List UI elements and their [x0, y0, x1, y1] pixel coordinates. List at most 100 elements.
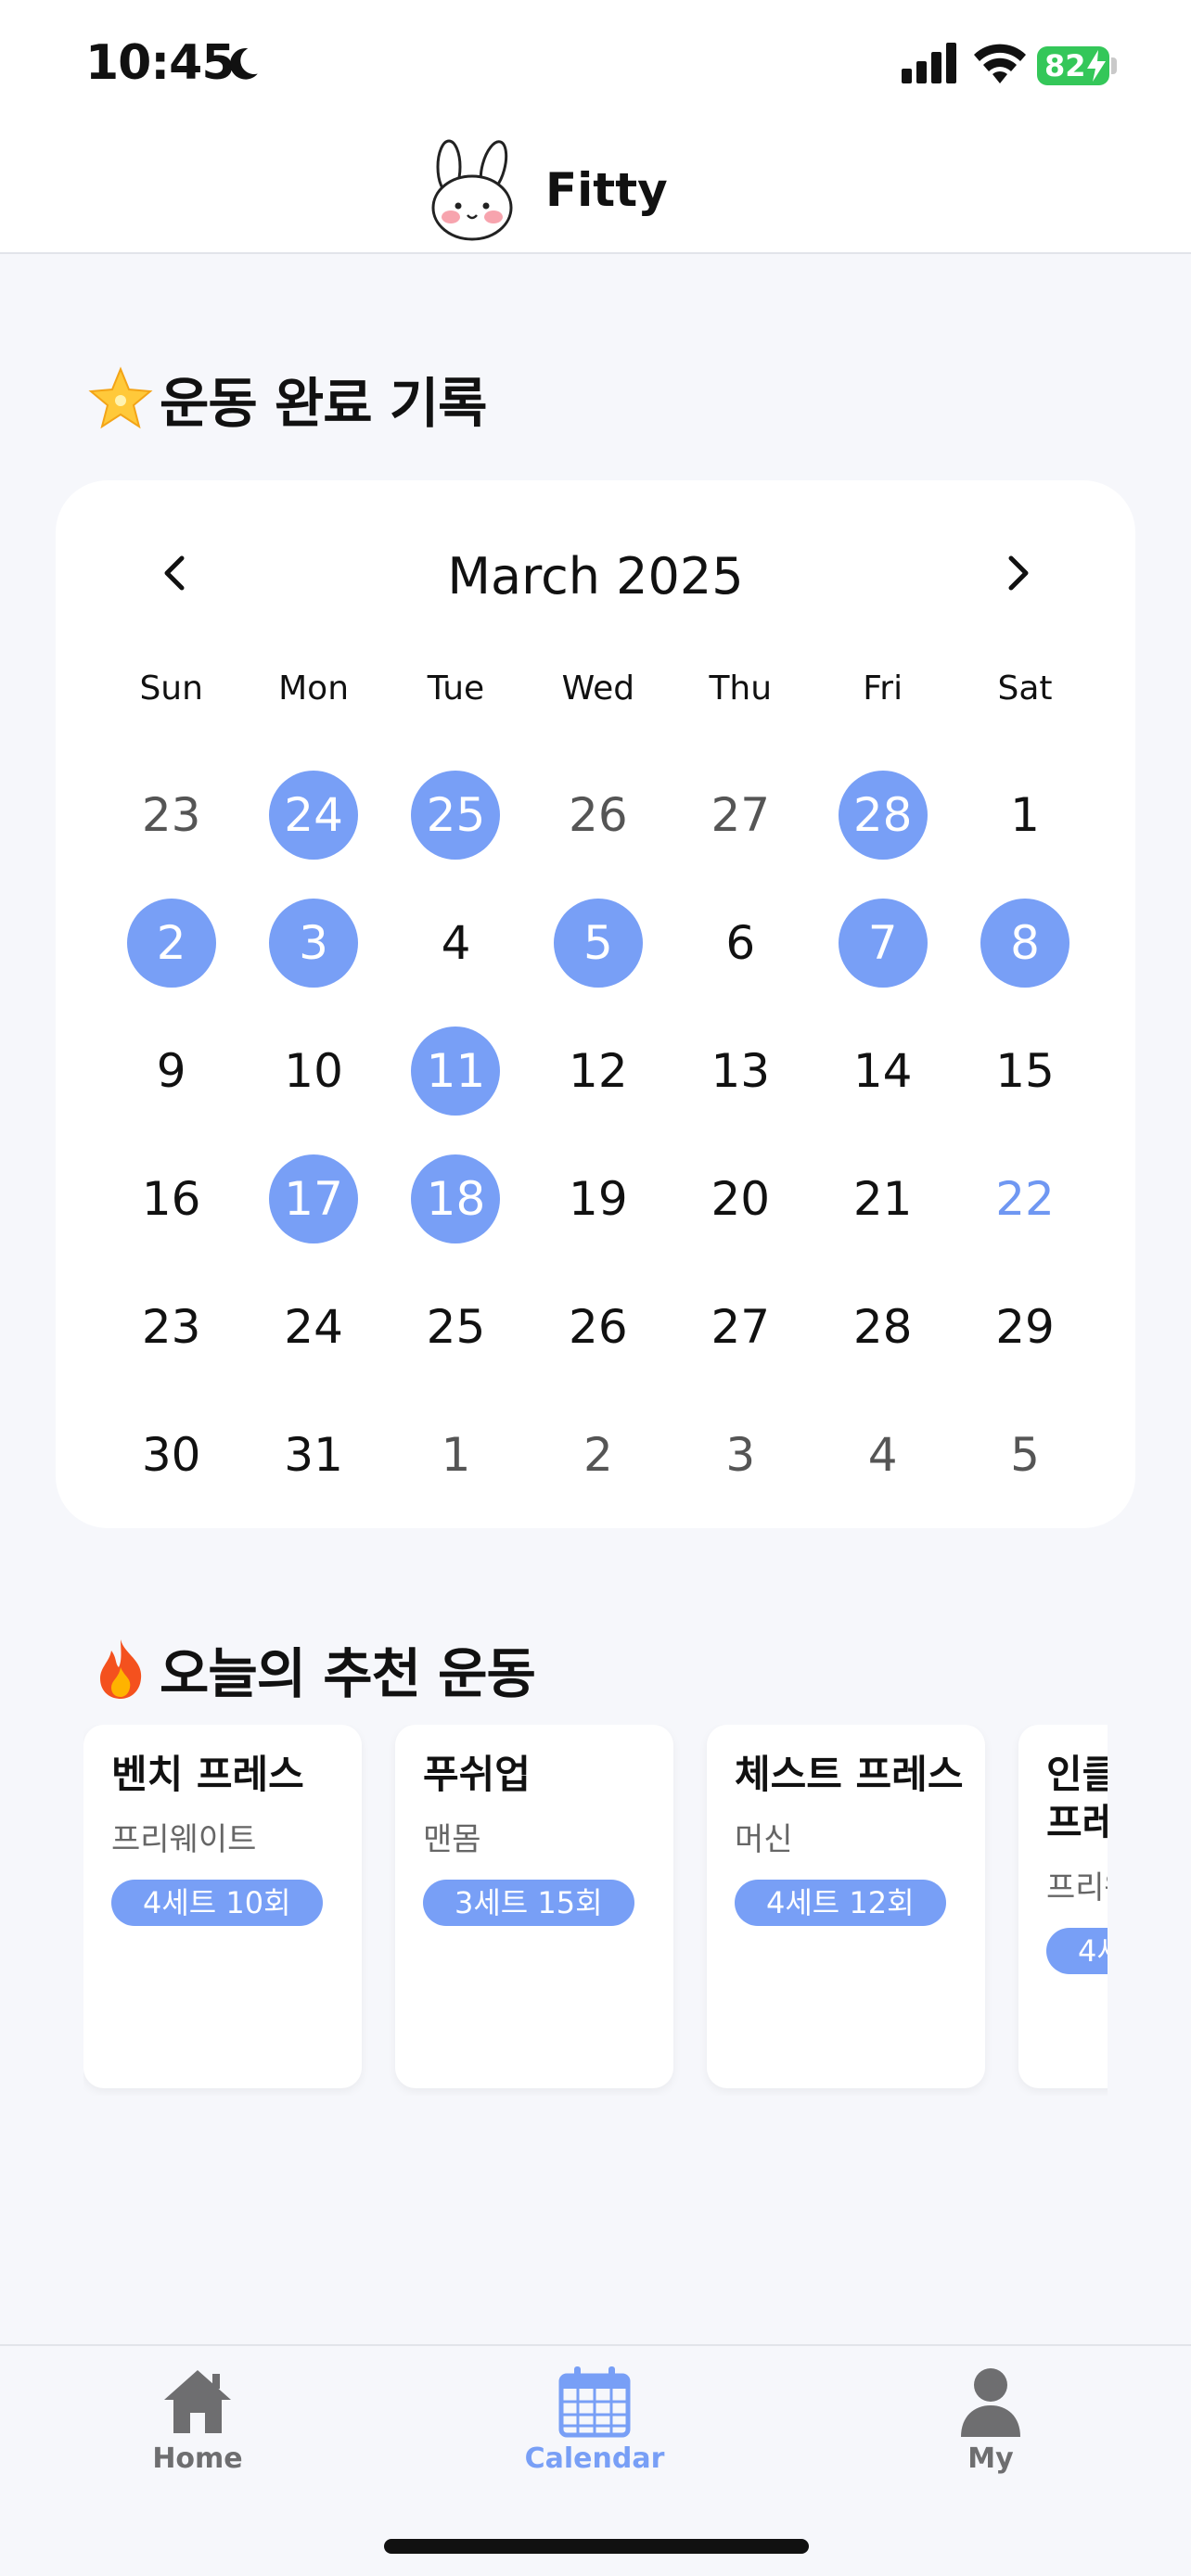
- exercise-name: 푸쉬업: [423, 1752, 531, 1797]
- charging-bolt-icon: [1087, 50, 1106, 82]
- app-title: Fitty: [545, 163, 668, 217]
- calendar-day-completed[interactable]: 7: [812, 879, 954, 1007]
- exercise-name: 인클라인 벤치 프레스: [1046, 1752, 1108, 1845]
- calendar-day-number: 20: [711, 1172, 771, 1226]
- calendar-day-number: 14: [852, 1044, 913, 1098]
- calendar-day-today[interactable]: 22: [954, 1135, 1095, 1263]
- calendar-day[interactable]: 13: [670, 1007, 812, 1135]
- tab-my[interactable]: My: [898, 2365, 1083, 2475]
- calendar-day-number: 7: [838, 899, 928, 988]
- calendar-day[interactable]: 1: [385, 1391, 527, 1519]
- calendar-day[interactable]: 12: [527, 1007, 669, 1135]
- calendar-day[interactable]: 26: [527, 751, 669, 879]
- calendar-day[interactable]: 23: [100, 751, 242, 879]
- calendar-day-completed[interactable]: 17: [242, 1135, 384, 1263]
- moon-icon: [230, 48, 258, 80]
- calendar-day[interactable]: 5: [954, 1391, 1095, 1519]
- exercise-card[interactable]: 체스트 프레스 머신 4세트 12회: [707, 1725, 985, 2088]
- calendar-day[interactable]: 2: [527, 1391, 669, 1519]
- calendar-day-completed[interactable]: 5: [527, 879, 669, 1007]
- tab-calendar[interactable]: Calendar: [502, 2365, 687, 2475]
- weekday-header: Sun Mon Tue Wed Thu Fri Sat: [100, 670, 1096, 708]
- calendar-day-completed[interactable]: 8: [954, 879, 1095, 1007]
- weekday-label: Sun: [139, 670, 203, 708]
- exercise-card[interactable]: 푸쉬업 맨몸 3세트 15회: [395, 1725, 673, 2088]
- calendar-day[interactable]: 31: [242, 1391, 384, 1519]
- calendar-day-number: 18: [411, 1154, 501, 1243]
- calendar-day-number: 5: [1010, 1428, 1040, 1482]
- calendar-day-completed[interactable]: 18: [385, 1135, 527, 1263]
- recommend-section-title: 오늘의 추천 운동: [87, 1630, 536, 1708]
- calendar-day-completed[interactable]: 3: [242, 879, 384, 1007]
- calendar-day-number: 28: [852, 1300, 913, 1354]
- calendar-day-number: 27: [711, 788, 771, 842]
- bunny-logo-icon: [431, 139, 513, 241]
- calendar-day[interactable]: 6: [670, 879, 812, 1007]
- calendar-day[interactable]: 14: [812, 1007, 954, 1135]
- calendar-day[interactable]: 28: [812, 1263, 954, 1391]
- calendar-day[interactable]: 9: [100, 1007, 242, 1135]
- calendar-day-number: 24: [269, 771, 359, 860]
- calendar-day-number: 25: [426, 1300, 486, 1354]
- calendar-day-number: 21: [852, 1172, 913, 1226]
- calendar-day-number: 13: [711, 1044, 771, 1098]
- calendar-day-completed[interactable]: 2: [100, 879, 242, 1007]
- exercise-name: 벤치 프레스: [111, 1752, 304, 1797]
- calendar-grid: 23 24 25 26 27 28 1 2 3 4 5 6 7 8 9 10 11 12 13 14 15 16 17 18 1…: [100, 751, 1096, 1519]
- calendar-day[interactable]: 27: [670, 751, 812, 879]
- calendar-day-number: 25: [411, 771, 501, 860]
- calendar-day-number: 3: [725, 1428, 756, 1482]
- calendar-day-completed[interactable]: 28: [812, 751, 954, 879]
- calendar-day-number: 11: [411, 1027, 501, 1116]
- status-bar: 10:45 82: [0, 0, 1191, 121]
- calendar-day[interactable]: 27: [670, 1263, 812, 1391]
- bottom-tab-bar: Home Calendar My: [0, 2344, 1191, 2576]
- battery-tip: [1111, 57, 1117, 74]
- calendar-day-completed[interactable]: 24: [242, 751, 384, 879]
- calendar-day-number: 8: [980, 899, 1070, 988]
- calendar-day[interactable]: 4: [385, 879, 527, 1007]
- calendar-day[interactable]: 15: [954, 1007, 1095, 1135]
- calendar-day-number: 16: [141, 1172, 201, 1226]
- tab-home[interactable]: Home: [105, 2365, 290, 2475]
- calendar-day[interactable]: 29: [954, 1263, 1095, 1391]
- exercise-type: 프리웨이트: [111, 1821, 257, 1858]
- person-icon: [961, 2368, 1020, 2437]
- calendar-day-number: 3: [269, 899, 359, 988]
- calendar-day-number: 17: [269, 1154, 359, 1243]
- home-indicator[interactable]: [384, 2539, 809, 2554]
- calendar-day-number: 23: [141, 1300, 201, 1354]
- calendar-day[interactable]: 1: [954, 751, 1095, 879]
- exercise-card[interactable]: 벤치 프레스 프리웨이트 4세트 10회: [83, 1725, 362, 2088]
- chevron-left-icon[interactable]: [147, 545, 202, 601]
- weekday-label: Sat: [997, 670, 1053, 708]
- calendar-day[interactable]: 24: [242, 1263, 384, 1391]
- exercise-type: 프리웨이트: [1046, 1869, 1108, 1906]
- calendar-day[interactable]: 19: [527, 1135, 669, 1263]
- calendar-day[interactable]: 10: [242, 1007, 384, 1135]
- calendar-day[interactable]: 30: [100, 1391, 242, 1519]
- calendar-day[interactable]: 16: [100, 1135, 242, 1263]
- calendar-month-label: March 2025: [447, 547, 744, 606]
- chevron-right-icon[interactable]: [991, 545, 1046, 601]
- calendar-day[interactable]: 4: [812, 1391, 954, 1519]
- calendar-day-completed[interactable]: 11: [385, 1007, 527, 1135]
- calendar-day[interactable]: 20: [670, 1135, 812, 1263]
- calendar-day-number: 5: [553, 899, 643, 988]
- exercise-name: 체스트 프레스: [735, 1752, 964, 1797]
- calendar-day[interactable]: 26: [527, 1263, 669, 1391]
- tab-home-label: Home: [152, 2442, 243, 2475]
- calendar-day-number: 4: [867, 1428, 898, 1482]
- calendar-day-number: 29: [995, 1300, 1055, 1354]
- weekday-label: Fri: [863, 670, 903, 708]
- calendar-day[interactable]: 23: [100, 1263, 242, 1391]
- calendar-day[interactable]: 21: [812, 1135, 954, 1263]
- calendar-day[interactable]: 3: [670, 1391, 812, 1519]
- calendar-day-completed[interactable]: 25: [385, 751, 527, 879]
- exercise-card[interactable]: 인클라인 벤치 프레스 프리웨이트 4세트 10회: [1018, 1725, 1108, 2088]
- calendar-day-number: 30: [141, 1428, 201, 1482]
- calendar-day-number: 31: [284, 1428, 343, 1482]
- calendar-day[interactable]: 25: [385, 1263, 527, 1391]
- recommend-carousel[interactable]: 벤치 프레스 프리웨이트 4세트 10회 푸쉬업 맨몸 3세트 15회 체스트 …: [83, 1725, 1108, 2096]
